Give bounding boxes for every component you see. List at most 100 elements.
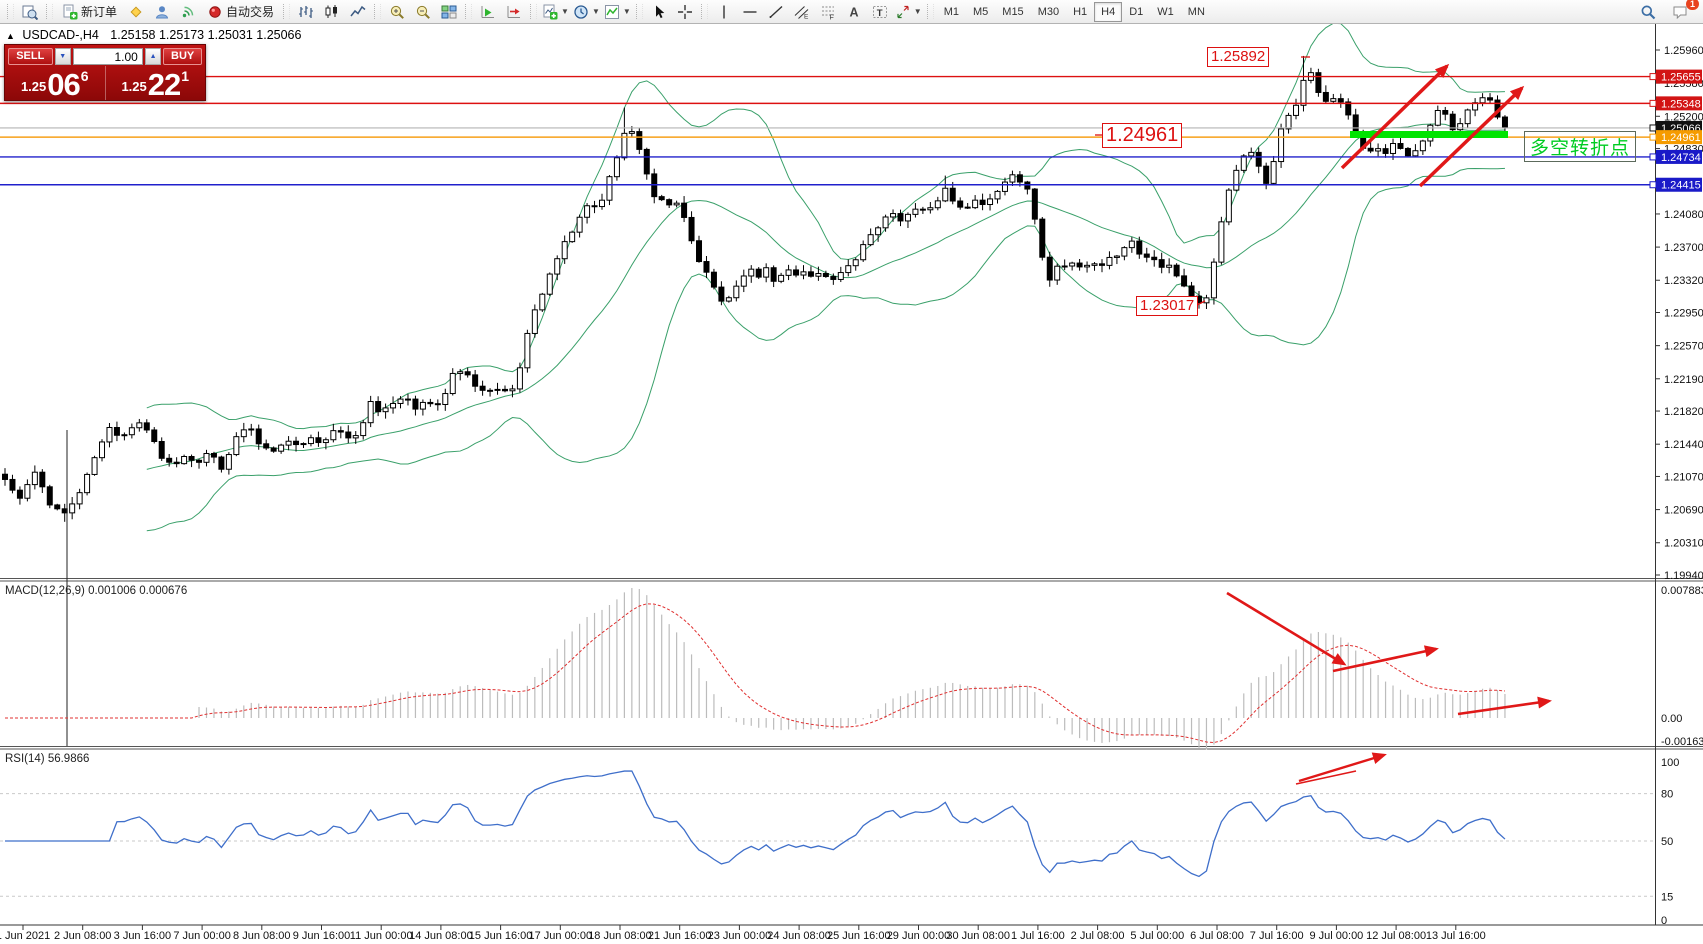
toolbar-group-handle[interactable] — [530, 4, 538, 19]
crosshair-tool-button[interactable] — [672, 1, 698, 23]
crosshair-icon — [677, 4, 692, 19]
trend-arrow[interactable] — [1340, 63, 1450, 170]
profiles-button[interactable]: ▼ — [571, 1, 602, 23]
search-icon — [1641, 5, 1656, 19]
autotrading-button[interactable]: 自动交易 — [201, 1, 280, 23]
text-label-tool-button[interactable]: T — [867, 1, 893, 23]
signals-button[interactable] — [175, 1, 201, 23]
price-annotation-label[interactable]: 1.23017 — [1136, 296, 1199, 316]
new-chart-button[interactable]: ▼ — [540, 1, 571, 23]
toolbar-group-handle[interactable] — [374, 4, 382, 19]
main-toolbar: 新订单 自动交易 ▼ ▼ ▼ E F A T ▼ M1 M5 M15 M30 H1 H4 D1 W1 MN 1 — [0, 0, 1703, 24]
toolbar-group-handle[interactable] — [700, 4, 708, 19]
chevron-down-icon: ▼ — [591, 6, 600, 16]
search-button[interactable] — [1635, 1, 1661, 23]
sell-price[interactable]: 1.25 06 6 — [5, 66, 105, 100]
chart-shift-button[interactable] — [501, 1, 527, 23]
chart-title: ▲ USDCAD-,H4 1.25158 1.25173 1.25031 1.2… — [6, 28, 301, 42]
symbol-search-button[interactable] — [17, 1, 43, 23]
toolbar-group-handle[interactable] — [926, 4, 934, 19]
horizontal-line-tool-button[interactable] — [737, 1, 763, 23]
fibonacci-tool-button[interactable]: F — [815, 1, 841, 23]
chart-shift-icon — [507, 5, 521, 18]
metaeditor-button[interactable] — [123, 1, 149, 23]
timeframe-mn[interactable]: MN — [1187, 5, 1205, 18]
svg-text:2 Jul 08:00: 2 Jul 08:00 — [1071, 930, 1125, 942]
svg-text:7 Jul 16:00: 7 Jul 16:00 — [1250, 930, 1304, 942]
collapse-panel-icon[interactable]: ▲ — [6, 31, 15, 41]
vertical-line-tool-button[interactable] — [711, 1, 737, 23]
metaeditor-icon — [130, 5, 142, 18]
trend-arrow[interactable] — [1457, 696, 1552, 716]
toolbar-group-handle[interactable] — [7, 4, 14, 19]
buy-price[interactable]: 1.25 22 1 — [104, 66, 206, 100]
channel-tool-button[interactable]: E — [789, 1, 815, 23]
trend-arrow[interactable] — [1418, 85, 1525, 188]
new-order-button[interactable]: 新订单 — [56, 1, 123, 23]
volume-input[interactable]: 1.00 — [73, 48, 143, 65]
support-highlight-bar[interactable] — [1350, 131, 1508, 138]
trend-arrow[interactable] — [1298, 752, 1387, 783]
svg-text:1.21070: 1.21070 — [1664, 471, 1703, 483]
cursor-tool-button[interactable] — [646, 1, 672, 23]
line-chart-mode-button[interactable] — [345, 1, 371, 23]
timeframe-h1[interactable]: H1 — [1073, 5, 1088, 18]
chat-button[interactable]: 1 — [1667, 0, 1699, 23]
arrows-tool-button[interactable]: ▼ — [893, 1, 924, 23]
svg-text:1.24080: 1.24080 — [1664, 209, 1703, 221]
pivot-point-text-object[interactable]: 多空转折点 — [1524, 131, 1637, 162]
text-label-icon: T — [872, 5, 887, 18]
sell-button[interactable]: SELL — [8, 48, 53, 65]
timeframe-h4[interactable]: H4 — [1094, 1, 1123, 22]
timeframe-w1[interactable]: W1 — [1157, 5, 1174, 18]
svg-text:8 Jun 08:00: 8 Jun 08:00 — [233, 930, 291, 942]
svg-text:T: T — [877, 7, 883, 18]
tile-windows-icon — [441, 5, 457, 18]
svg-text:2 Jun 08:00: 2 Jun 08:00 — [54, 930, 112, 942]
svg-text:24 Jun 08:00: 24 Jun 08:00 — [767, 930, 831, 942]
mql5-community-icon — [155, 5, 169, 18]
toolbar-group-handle[interactable] — [635, 4, 643, 19]
svg-text:9 Jul 00:00: 9 Jul 00:00 — [1309, 930, 1363, 942]
svg-text:1.24961: 1.24961 — [1661, 132, 1701, 144]
trend-line-annotation[interactable] — [1295, 770, 1357, 785]
toolbar-group-handle[interactable] — [465, 4, 473, 19]
buy-button[interactable]: BUY — [163, 48, 203, 65]
zoom-in-button[interactable] — [384, 1, 410, 23]
svg-text:6 Jul 08:00: 6 Jul 08:00 — [1190, 930, 1244, 942]
auto-scroll-icon — [481, 5, 495, 18]
volume-increase-button[interactable]: ▲ — [144, 48, 162, 65]
toolbar-group-handle[interactable] — [283, 4, 291, 19]
trend-arrow[interactable] — [1332, 645, 1439, 673]
toolbar-group-handle[interactable] — [46, 4, 53, 19]
text-tool-button[interactable]: A — [841, 1, 867, 23]
vertical-line-icon — [723, 5, 725, 18]
tile-windows-button[interactable] — [436, 1, 462, 23]
timeframe-m15[interactable]: M15 — [1002, 5, 1024, 18]
price-annotation-label[interactable]: 1.25892 — [1207, 47, 1270, 67]
zoom-out-button[interactable] — [410, 1, 436, 23]
svg-text:0.00: 0.00 — [1661, 713, 1682, 725]
price-annotation-label[interactable]: 1.24961 — [1102, 123, 1183, 148]
timeframe-m1[interactable]: M1 — [943, 5, 959, 18]
macd-signal-line — [5, 603, 1506, 744]
candlestick-series — [2, 55, 1508, 522]
auto-scroll-button[interactable] — [475, 1, 501, 23]
timeframe-m30[interactable]: M30 — [1037, 5, 1060, 18]
indicators-list-button[interactable]: ▼ — [602, 1, 633, 23]
timeframe-m5[interactable]: M5 — [973, 5, 989, 18]
svg-text:A: A — [849, 5, 858, 19]
candlestick-mode-button[interactable] — [319, 1, 345, 23]
trend-arrow[interactable] — [1226, 591, 1347, 666]
trendline-tool-button[interactable] — [763, 1, 789, 23]
zoom-out-icon — [416, 5, 430, 19]
macd-indicator-label: MACD(12,26,9) 0.001006 0.000676 — [5, 585, 187, 597]
svg-text:12 Jul 08:00: 12 Jul 08:00 — [1366, 930, 1426, 942]
mql5-community-button[interactable] — [149, 1, 175, 23]
chevron-down-icon: ▼ — [622, 6, 631, 16]
bar-chart-mode-button[interactable] — [293, 1, 319, 23]
timeframe-d1[interactable]: D1 — [1129, 5, 1144, 18]
zoom-in-icon — [390, 5, 404, 19]
volume-decrease-button[interactable]: ▼ — [54, 48, 72, 65]
